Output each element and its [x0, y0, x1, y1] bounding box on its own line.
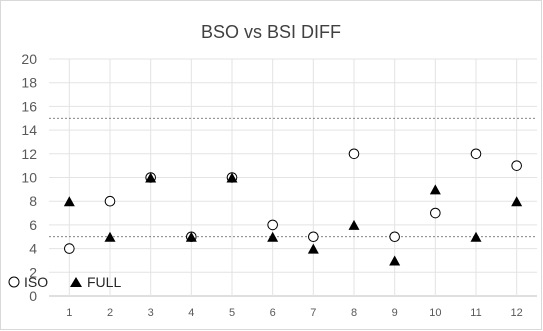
iso-point [470, 148, 482, 160]
full-point [104, 231, 116, 242]
iso-point [267, 219, 278, 231]
iso-point [348, 148, 360, 160]
full-point [185, 231, 197, 242]
full-point [307, 243, 319, 254]
x-tick-label: 2 [107, 307, 113, 319]
legend-full-label: FULL [87, 274, 121, 290]
full-point [348, 219, 360, 230]
gridlines [49, 58, 537, 297]
full-point [470, 231, 482, 242]
iso-point [511, 160, 522, 171]
full-point [267, 231, 279, 242]
y-tick-label: 8 [29, 193, 37, 209]
full-point [429, 184, 441, 195]
iso-point [389, 231, 400, 243]
x-tick-label: 7 [310, 307, 316, 319]
y-tick-label: 10 [21, 170, 37, 186]
x-tick-label: 3 [148, 307, 154, 319]
x-tick-label: 1 [66, 307, 72, 319]
x-axis-ticks: 1 2 3 4 5 6 7 8 9 10 11 12 [66, 307, 523, 319]
y-tick-label: 6 [29, 217, 37, 233]
chart-title: BSO vs BSI DIFF [201, 22, 341, 42]
x-tick-label: 6 [270, 307, 276, 319]
iso-point [104, 195, 116, 207]
y-tick-label: 18 [21, 75, 37, 91]
x-tick-label: 12 [511, 307, 523, 319]
legend: ISO FULL [8, 274, 121, 290]
x-tick-label: 4 [188, 307, 194, 319]
full-point [63, 196, 75, 207]
full-point [226, 172, 238, 183]
y-tick-label: 14 [21, 122, 37, 138]
y-tick-label: 2 [29, 264, 37, 280]
data-markers [63, 148, 523, 266]
legend-full-marker [70, 277, 82, 287]
x-tick-label: 9 [392, 307, 398, 319]
full-point [389, 255, 401, 266]
legend-iso-marker [8, 276, 20, 288]
y-tick-label: 20 [21, 51, 37, 67]
y-tick-label: 16 [21, 98, 37, 114]
legend-iso-label: ISO [24, 274, 48, 290]
full-point [145, 172, 157, 183]
x-tick-label: 11 [470, 307, 481, 319]
y-tick-label: 4 [29, 241, 37, 257]
reference-lines [49, 117, 537, 238]
iso-point [308, 231, 319, 243]
x-tick-label: 5 [229, 307, 235, 319]
iso-point [64, 243, 75, 254]
y-axis-ticks: 0 2 4 6 8 10 12 14 16 18 20 [21, 51, 37, 304]
full-point [511, 196, 523, 207]
iso-point [430, 207, 441, 219]
y-tick-label: 0 [29, 288, 37, 304]
x-tick-label: 10 [429, 307, 441, 319]
y-tick-label: 12 [21, 146, 37, 162]
x-tick-label: 8 [351, 307, 357, 319]
